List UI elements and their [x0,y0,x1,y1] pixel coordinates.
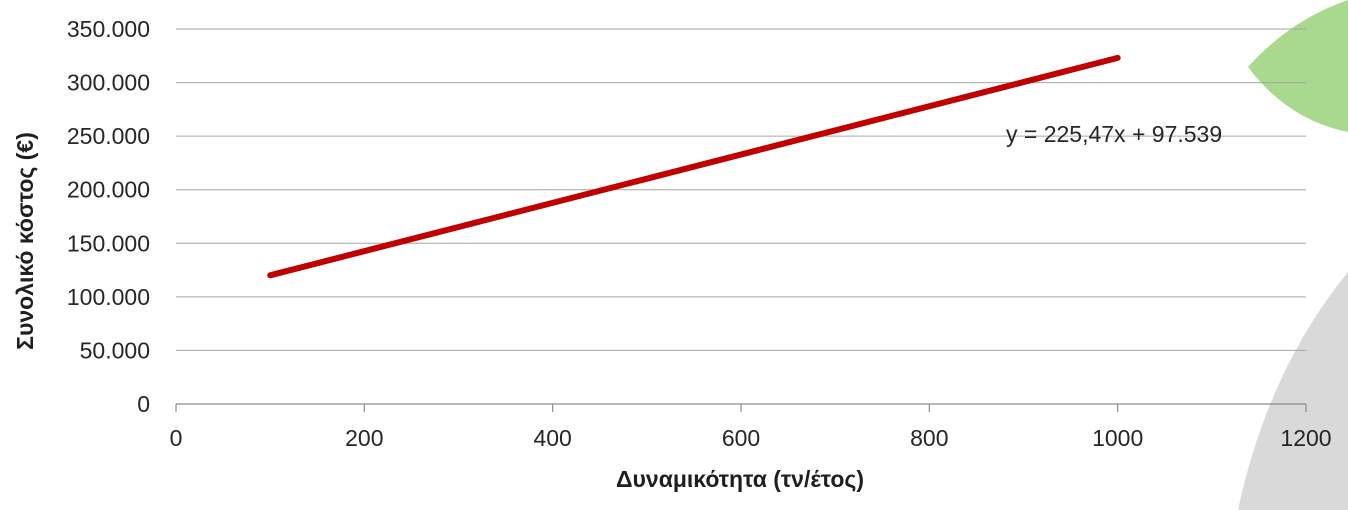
decorative-green-shape [1248,0,1348,132]
series-group [267,54,1121,279]
trendline-equation: y = 225,47x + 97.539 [1006,121,1222,147]
y-axis-title: Συνολικό κόστος (€) [12,132,38,350]
y-tick-label: 250.000 [67,123,150,149]
y-tick-label: 0 [137,391,150,417]
x-tick-label: 400 [533,425,571,451]
y-tick-label: 300.000 [67,70,150,96]
y-tick-label: 200.000 [67,177,150,203]
x-tick-label: 1200 [1280,425,1331,451]
y-tick-label: 350.000 [67,16,150,42]
decorative-gray-shape [1238,272,1348,510]
x-tick-label: 200 [345,425,383,451]
series-line [267,54,1121,279]
y-tick-label: 150.000 [67,230,150,256]
x-tick-label: 800 [910,425,948,451]
axes [175,403,1307,412]
y-tick-labels: 0 50.000 100.000 150.000 200.000 250.000 300.0… [67,16,150,417]
x-tick-label: 1000 [1092,425,1143,451]
y-tick-label: 50.000 [80,337,150,363]
x-axis-title: Δυναμικότητα (τν/έτος) [616,466,864,492]
y-tick-label: 100.000 [67,284,150,310]
x-tick-label: 600 [722,425,760,451]
x-tick-label: 0 [170,425,183,451]
gridlines [176,28,1306,351]
x-tick-labels: 0 200 400 600 800 1000 1200 [170,425,1332,451]
